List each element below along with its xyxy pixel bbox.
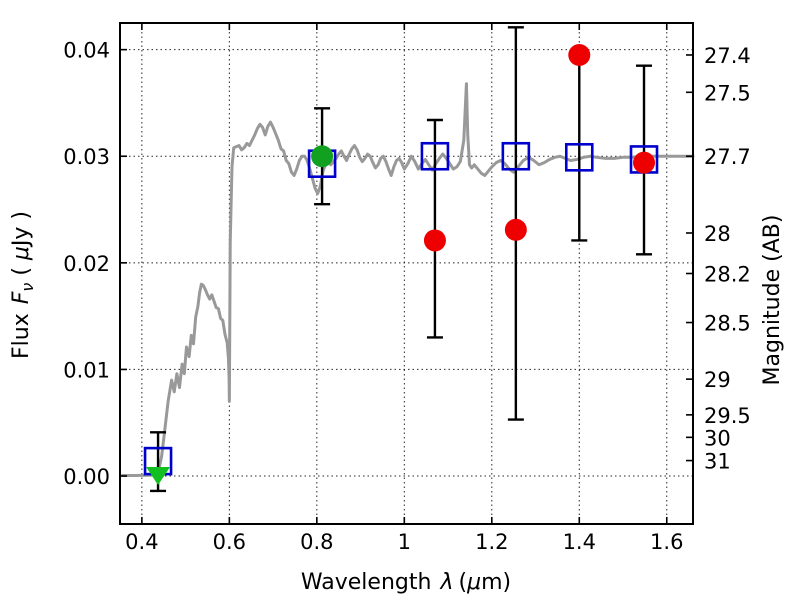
y-axis-left-tick-labels: 0.00 0.01 0.02 0.03 0.04 — [63, 39, 110, 489]
plot-frame — [119, 22, 694, 525]
observed-photometry-circle — [311, 145, 334, 168]
y-left-tick-label: 0.04 — [63, 39, 110, 63]
x-tick-label: 1.2 — [475, 530, 508, 554]
model-photometry-square — [420, 141, 450, 171]
svg-text:Magnitude (AB): Magnitude (AB) — [760, 215, 785, 386]
y-right-tick-label: 29 — [704, 368, 731, 392]
x-axis-title-word: Wavelength — [301, 570, 432, 595]
x-axis-title: Wavelength λ (μm) — [301, 570, 511, 595]
x-tick-label: 1 — [398, 530, 411, 554]
error-bars — [150, 26, 653, 493]
y-right-tick-label: 28 — [704, 222, 731, 246]
y-axis-right-title: Magnitude (AB) — [760, 215, 785, 386]
observed-photometry-circle — [568, 43, 591, 66]
axis-tick-marks — [120, 23, 693, 524]
axes-frame — [119, 22, 694, 525]
model-spectrum-curve — [120, 82, 695, 477]
y-right-tick-label: 27.5 — [704, 81, 751, 105]
y-left-tick-label: 0.03 — [63, 145, 110, 169]
y-left-tick-label: 0.01 — [63, 358, 110, 382]
x-tick-label: 0.8 — [300, 530, 333, 554]
y-right-tick-label: 27.7 — [704, 145, 751, 169]
x-axis-tick-labels: 0.4 0.6 0.8 1 1.2 1.4 1.6 — [125, 530, 683, 554]
gridlines — [120, 23, 693, 524]
data-markers — [143, 43, 659, 486]
y-right-tick-label: 31 — [704, 450, 731, 474]
x-tick-label: 0.6 — [213, 530, 246, 554]
model-photometry-square — [501, 141, 531, 171]
model-photometry-square — [564, 143, 594, 172]
upper-limit-triangle — [146, 467, 171, 486]
model-spectrum-path — [120, 82, 695, 477]
y-left-tick-label: 0.00 — [63, 465, 110, 489]
x-tick-label: 1.4 — [563, 530, 596, 554]
observed-photometry-circle — [633, 151, 656, 174]
y-right-tick-label: 28.2 — [704, 263, 751, 287]
x-tick-label: 0.4 — [125, 530, 158, 554]
y-right-tick-label: 28.5 — [704, 312, 751, 336]
y-right-tick-label: 30 — [704, 426, 731, 450]
y-left-tick-label: 0.02 — [63, 252, 110, 276]
y-right-tick-label: 29.5 — [704, 404, 751, 428]
y-axis-left-title: FluxFν( μJy ) — [9, 211, 37, 359]
observed-photometry-circle — [423, 229, 446, 252]
svg-text:FluxFν( μJy ): FluxFν( μJy ) — [9, 211, 37, 359]
y-axis-left-title-word: Flux — [9, 313, 34, 359]
observed-photometry-circle — [504, 218, 527, 241]
x-tick-label: 1.6 — [650, 530, 683, 554]
y-right-tick-label: 27.4 — [704, 44, 751, 68]
